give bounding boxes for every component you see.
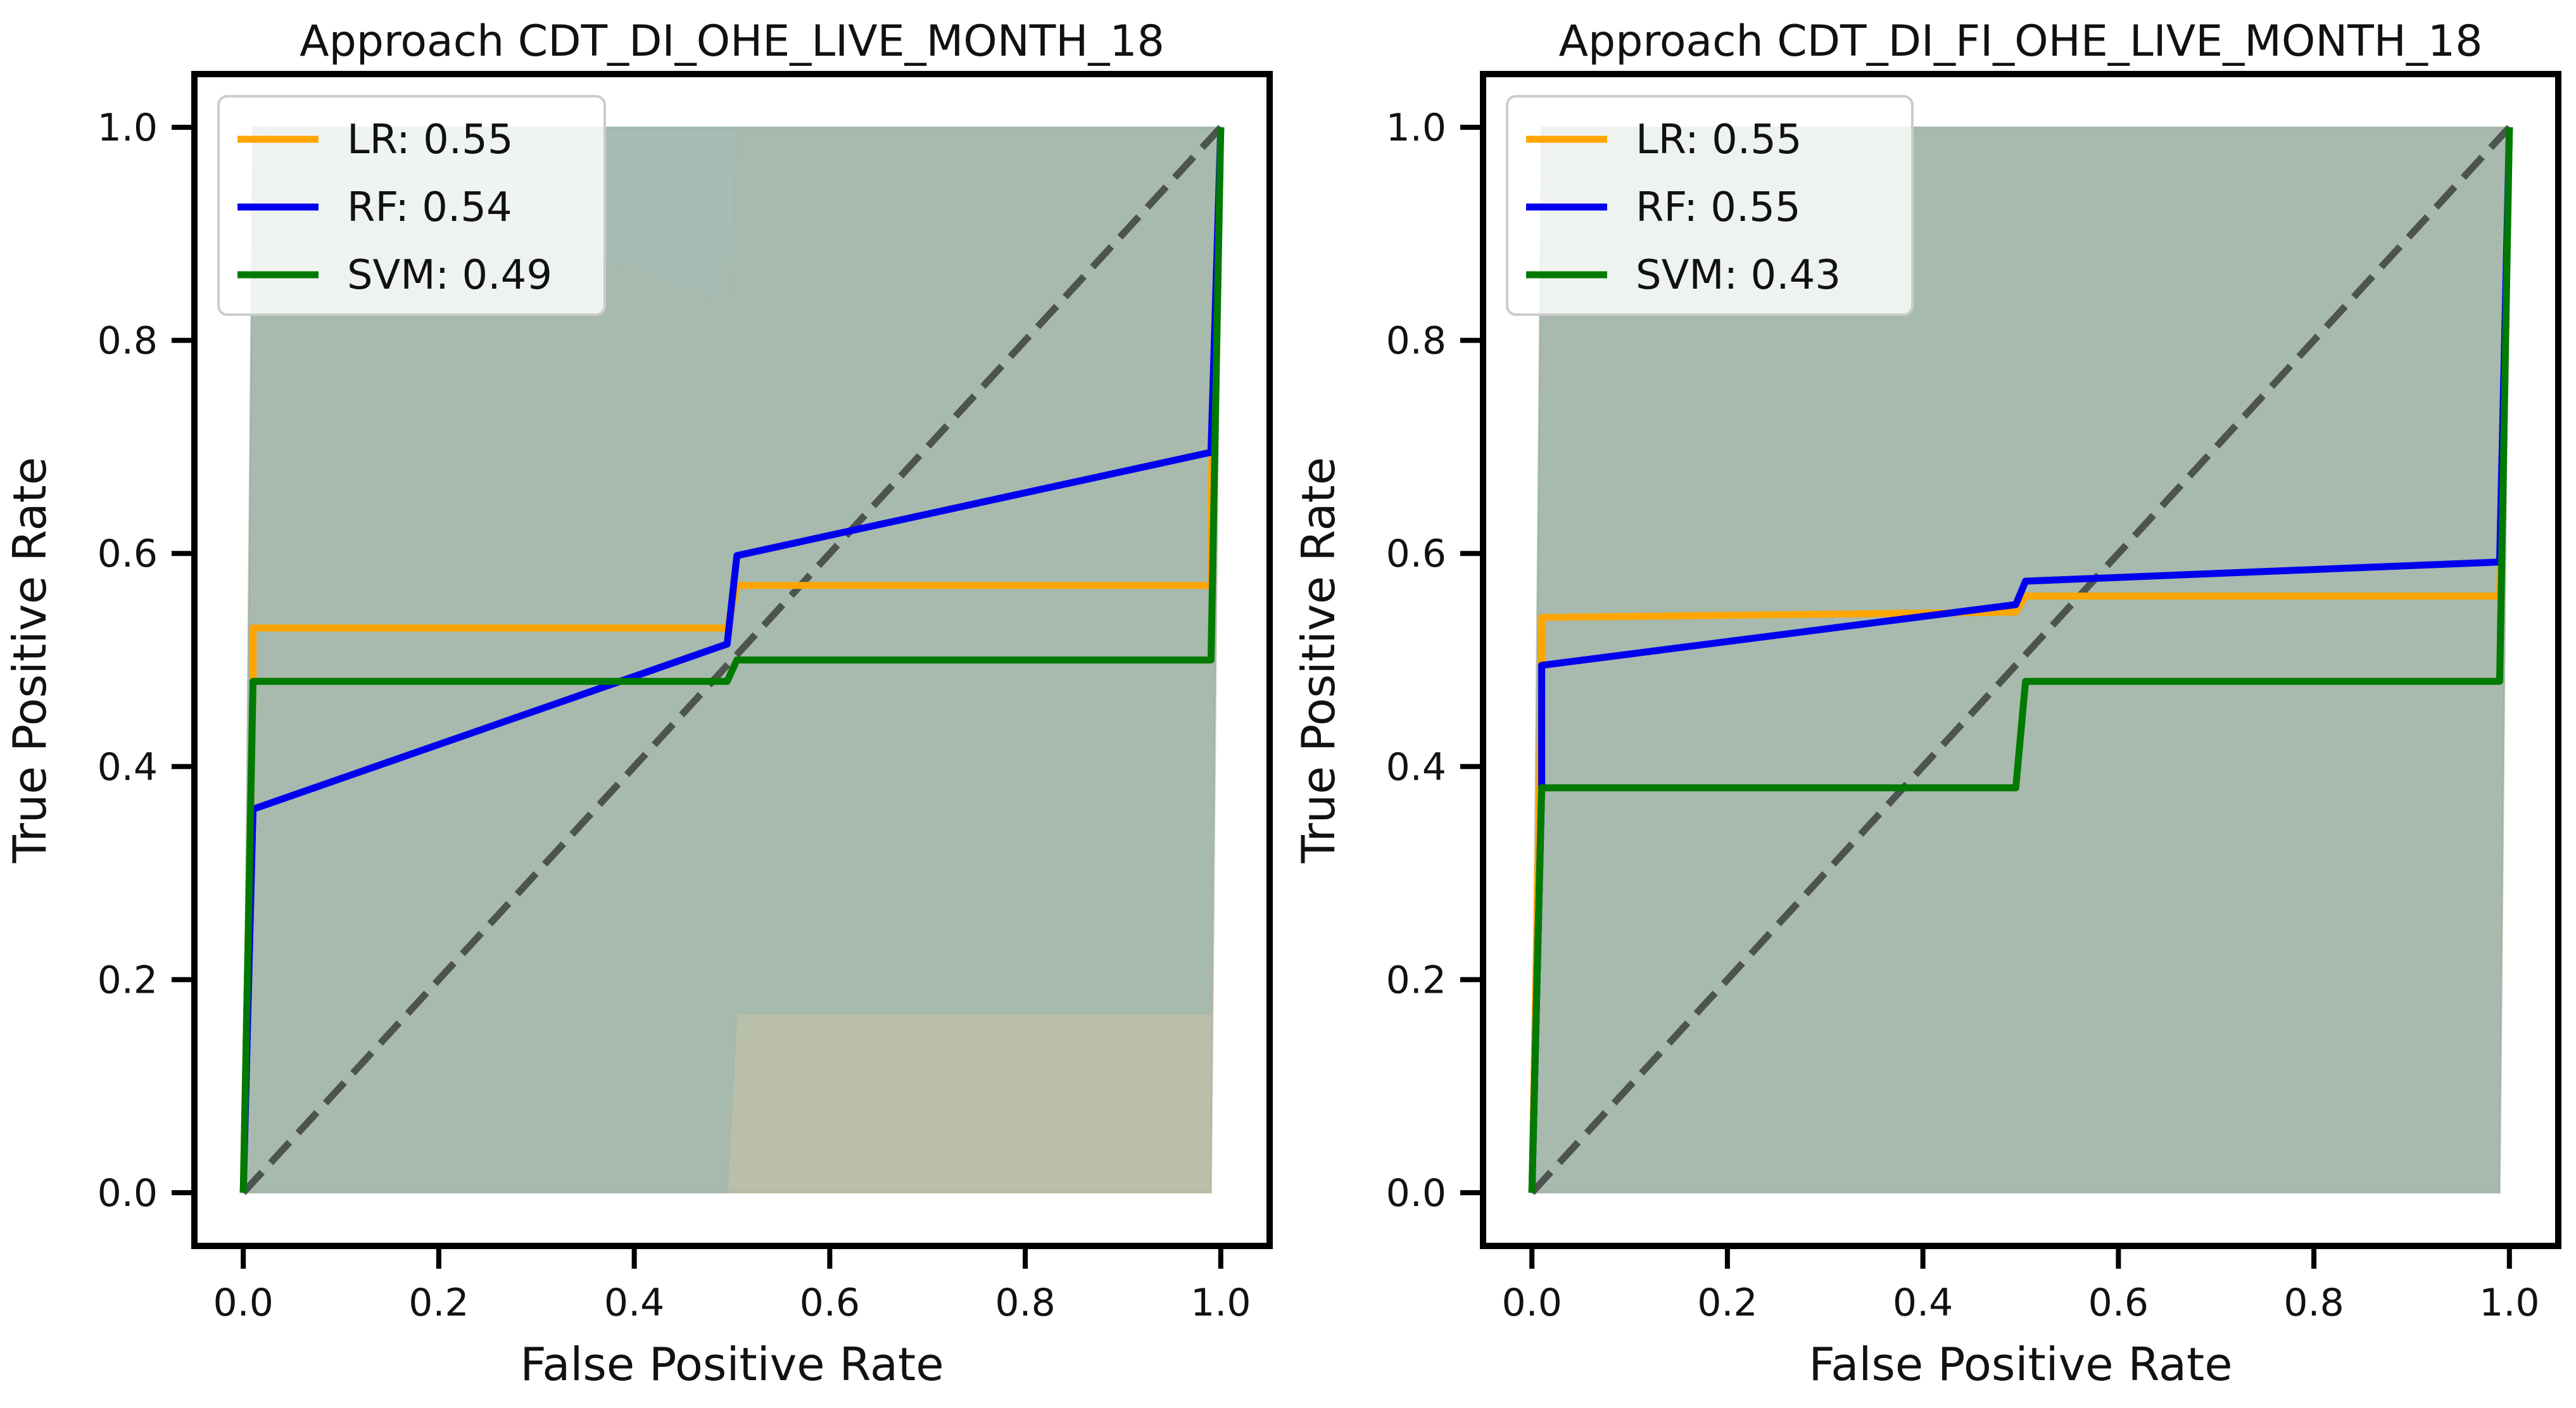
- roc-panel-right: 0.0 0.2 0.4 0.6 0.8 1.0 0.0 0.2 0.4 0.6 0.8 1.0 Appr…: [1292, 16, 2561, 1391]
- legend-box: [1506, 95, 1914, 316]
- axes-frame: [191, 71, 1273, 1249]
- x-tick-label: 0.8: [2283, 1281, 2344, 1325]
- y-tick-label: 1.0: [98, 106, 158, 150]
- legend-entry-2: SVM: 0.43: [1636, 252, 1841, 299]
- legend-entry-1: RF: 0.55: [1636, 184, 1801, 231]
- x-tick-label: 0.8: [995, 1281, 1055, 1325]
- legend: LR: 0.55 RF: 0.55 SVM: 0.43: [1506, 95, 1914, 316]
- y-tick-label: 0.4: [1386, 745, 1446, 789]
- legend-entry-2: SVM: 0.49: [347, 252, 552, 299]
- y-tick-label: 0.2: [1386, 958, 1446, 1002]
- y-axis-label: True Positive Rate: [1292, 457, 1345, 864]
- legend: LR: 0.55 RF: 0.54 SVM: 0.49: [217, 95, 606, 316]
- chart-title: Approach CDT_DI_FI_OHE_LIVE_MONTH_18: [1559, 16, 2483, 66]
- x-tick-label: 0.4: [1893, 1281, 1953, 1325]
- y-axis-label: True Positive Rate: [3, 457, 56, 864]
- y-tick-label: 0.6: [1386, 532, 1446, 576]
- chart-title: Approach CDT_DI_OHE_LIVE_MONTH_18: [300, 16, 1165, 66]
- legend-entry-1: RF: 0.54: [347, 184, 512, 231]
- x-axis-label: False Positive Rate: [520, 1338, 944, 1391]
- y-tick-label: 0.8: [98, 319, 158, 363]
- y-tick-label: 0.4: [98, 745, 158, 789]
- x-tick-label: 0.4: [604, 1281, 664, 1325]
- series-line-2: [239, 127, 1225, 1193]
- x-tick-label: 0.6: [2088, 1281, 2149, 1325]
- series-line-2: [1528, 127, 2513, 1193]
- x-tick-label: 1.0: [2479, 1281, 2539, 1325]
- y-tick-label: 0.6: [98, 532, 158, 576]
- axes-frame: [1480, 71, 2561, 1249]
- legend-box: [217, 95, 606, 316]
- x-tick-label: 0.0: [213, 1281, 273, 1325]
- x-tick-label: 0.2: [1697, 1281, 1757, 1325]
- x-tick-label: 0.0: [1501, 1281, 1562, 1325]
- plot-area: [239, 125, 1225, 1195]
- plot-area: [1528, 125, 2513, 1195]
- x-tick-label: 0.2: [408, 1281, 469, 1325]
- x-tick-label: 0.6: [800, 1281, 860, 1325]
- y-tick-label: 1.0: [1386, 106, 1446, 150]
- legend-entry-0: LR: 0.55: [347, 116, 514, 163]
- roc-panel-left: 0.0 0.2 0.4 0.6 0.8 1.0 0.0 0.2 0.4 0.6 0.8 1.0 Appr…: [3, 16, 1273, 1391]
- y-tick-label: 0.2: [98, 958, 158, 1002]
- legend-entry-0: LR: 0.55: [1636, 116, 1802, 163]
- x-axis-label: False Positive Rate: [1809, 1338, 2232, 1391]
- x-tick-label: 1.0: [1190, 1281, 1251, 1325]
- y-tick-label: 0.0: [98, 1171, 158, 1216]
- y-tick-label: 0.0: [1386, 1171, 1446, 1216]
- y-tick-label: 0.8: [1386, 319, 1446, 363]
